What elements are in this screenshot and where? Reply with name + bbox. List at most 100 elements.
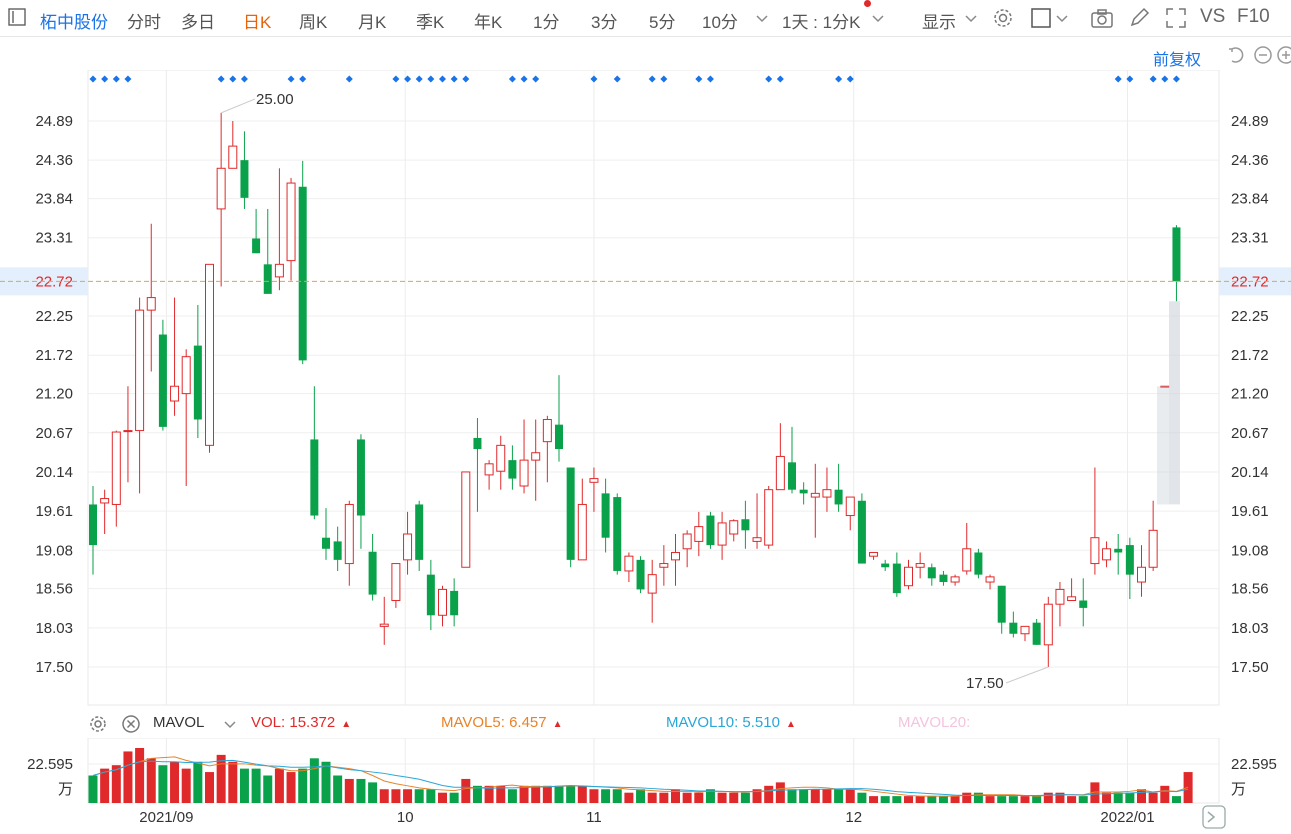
x-tick-label: 12: [845, 809, 862, 826]
y-tick-label-right: 23.31: [1231, 230, 1269, 247]
period-select[interactable]: 1天 : 1分K: [782, 13, 861, 32]
volume-bar: [414, 789, 424, 803]
y-tick-label-right: 17.50: [1231, 659, 1269, 676]
undo-icon[interactable]: [1226, 45, 1246, 65]
volume-bar: [1102, 792, 1112, 803]
price-axis: 24.89 24.89 24.36 24.36 23.84 23.84 23.31 23.31…: [0, 113, 1291, 676]
camera-icon[interactable]: [1090, 6, 1114, 30]
candle-body: [1160, 385, 1170, 388]
candle-body: [1079, 600, 1088, 608]
y-tick-label-right: 24.36: [1231, 152, 1269, 169]
candle-body: [205, 263, 214, 446]
indicator-chevron-down-icon[interactable]: [222, 716, 238, 732]
event-marker-icon: [508, 75, 516, 83]
zoom-out-icon[interactable]: [1253, 45, 1273, 65]
volume-bar: [100, 768, 110, 803]
tab-multi-day[interactable]: 多日: [181, 13, 215, 32]
candlestick-chart[interactable]: 24.89 24.89 24.36 24.36 23.84 23.84 23.31 23.31…: [0, 70, 1291, 710]
volume-bar: [181, 768, 191, 803]
x-tick-label: 10: [397, 809, 414, 826]
sidebar-toggle-icon[interactable]: [6, 6, 30, 30]
candle-body: [286, 182, 296, 262]
tab-intraday[interactable]: 分时: [127, 13, 161, 32]
draw-pencil-icon[interactable]: [1127, 6, 1151, 30]
volume-bar: [997, 796, 1007, 803]
tab-10min[interactable]: 10分: [702, 13, 738, 32]
display-chevron-down-icon[interactable]: [961, 8, 981, 28]
more-periods-chevron-icon[interactable]: [752, 8, 772, 28]
volume-axis: 22.595 22.595 万 万 2021/09 10 11 12 2022/01: [27, 756, 1277, 826]
candle-body: [577, 503, 587, 561]
tab-5min[interactable]: 5分: [649, 13, 676, 32]
volume-bar: [577, 785, 587, 803]
zoom-in-icon[interactable]: [1276, 45, 1291, 65]
tab-monthly-k[interactable]: 月K: [358, 13, 387, 32]
volume-bar: [1113, 792, 1123, 803]
volume-bar: [624, 792, 634, 803]
volume-bar: [729, 792, 739, 803]
selection-box: [1169, 301, 1180, 505]
candle-body: [601, 493, 610, 538]
current-price-highlight-right: [1219, 267, 1291, 296]
volume-bar: [472, 785, 482, 803]
tab-1min[interactable]: 1分: [533, 13, 560, 32]
vs-compare-button[interactable]: VS: [1200, 6, 1226, 27]
event-marker-icon: [439, 75, 446, 83]
y-tick-label-right: 18.56: [1231, 581, 1269, 598]
x-tick-label: 2022/01: [1100, 809, 1154, 826]
event-marker-icon: [392, 75, 400, 83]
volume-bar: [1090, 782, 1100, 803]
volume-bar: [705, 789, 715, 803]
volume-bar: [962, 792, 972, 803]
price-adjust-select[interactable]: 前复权: [1153, 52, 1202, 69]
volume-bar: [228, 761, 238, 803]
fullscreen-icon[interactable]: [1164, 6, 1188, 30]
display-menu[interactable]: 显示: [922, 13, 956, 32]
tab-quarterly-k[interactable]: 季K: [416, 13, 445, 32]
f10-button[interactable]: F10: [1237, 6, 1270, 27]
volume-bar: [170, 761, 180, 803]
candle-body: [1043, 603, 1053, 646]
candle-body: [344, 503, 354, 565]
event-marker-icon: [776, 75, 784, 83]
volume-close-icon[interactable]: [121, 714, 141, 734]
y-tick-label-left: 19.08: [35, 542, 73, 559]
volume-chart[interactable]: 22.595 22.595 万 万 2021/09 10 11 12 2022/01: [0, 738, 1291, 834]
candle-body: [636, 559, 645, 590]
candle-body: [729, 520, 739, 535]
candle-body: [89, 504, 97, 546]
period-chevron-down-icon[interactable]: [868, 8, 888, 28]
event-markers[interactable]: [89, 75, 1180, 83]
volume-bar: [251, 768, 261, 803]
volume-bar: [601, 789, 611, 803]
candle-body: [1114, 548, 1123, 553]
candle-body: [298, 186, 307, 361]
event-marker-icon: [462, 75, 470, 83]
overlay-checkbox-icon[interactable]: [1029, 6, 1053, 30]
overlay-chevron-down-icon[interactable]: [1052, 8, 1072, 28]
volume-indicator-name[interactable]: MAVOL: [153, 714, 205, 731]
volume-bar: [904, 796, 913, 803]
tab-daily-k[interactable]: 日K: [243, 13, 272, 32]
volume-y-tick-right: 22.595: [1231, 756, 1277, 773]
candle-body: [962, 548, 972, 572]
tab-yearly-k[interactable]: 年K: [474, 13, 503, 32]
volume-bar: [461, 778, 471, 803]
volume-bar: [1171, 796, 1181, 803]
mavol10-text: MAVOL10: 5.510: [666, 714, 780, 731]
settings-gear-icon[interactable]: [991, 6, 1015, 30]
stock-name[interactable]: 柘中股份: [40, 13, 108, 32]
volume-bar: [379, 789, 389, 803]
volume-settings-gear-icon[interactable]: [88, 714, 108, 734]
candle-body: [1020, 625, 1030, 635]
volume-bar: [566, 785, 576, 803]
candle-body: [881, 563, 890, 568]
candle-body: [415, 504, 424, 560]
candle-body: [682, 533, 692, 550]
volume-bar: [205, 772, 214, 803]
volume-bar: [88, 775, 98, 803]
volume-bar: [519, 785, 529, 803]
tab-weekly-k[interactable]: 周K: [299, 13, 328, 32]
volume-bar: [403, 789, 413, 803]
tab-3min[interactable]: 3分: [591, 13, 618, 32]
